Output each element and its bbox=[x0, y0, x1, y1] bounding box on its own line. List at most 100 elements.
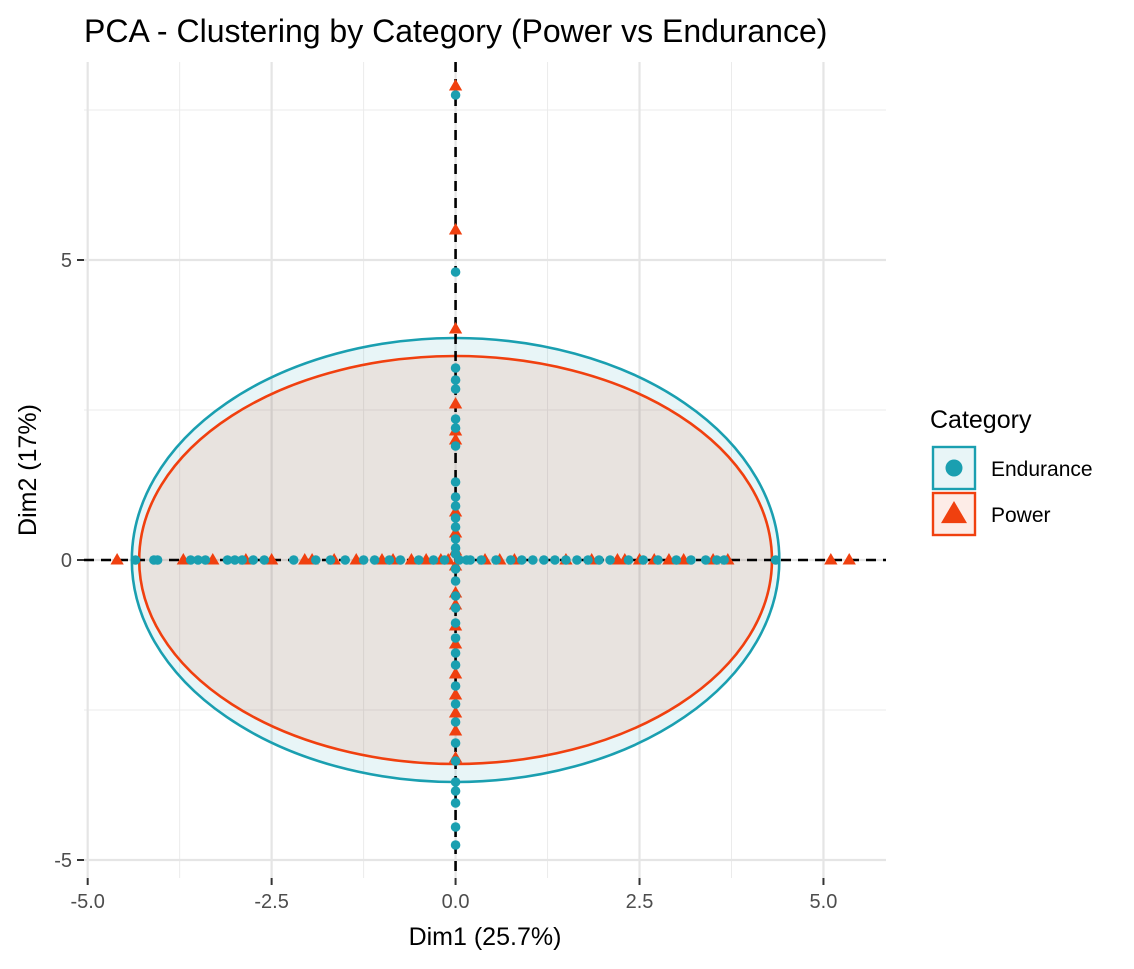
point-endurance bbox=[230, 555, 240, 565]
legend-item-endurance: Endurance bbox=[931, 445, 1093, 491]
point-endurance bbox=[450, 756, 461, 766]
point-endurance bbox=[450, 441, 461, 451]
legend-marker bbox=[945, 459, 963, 477]
x-tick-label: 2.5 bbox=[626, 891, 654, 913]
point-endurance bbox=[384, 555, 395, 565]
point-endurance bbox=[450, 522, 461, 532]
point-endurance bbox=[259, 555, 270, 565]
point-endurance bbox=[450, 576, 461, 586]
point-endurance bbox=[491, 555, 501, 565]
point-endurance bbox=[450, 738, 461, 748]
point-endurance bbox=[450, 648, 461, 658]
point-endurance bbox=[222, 555, 233, 565]
legend-item-power: Power bbox=[931, 491, 1051, 537]
point-endurance bbox=[193, 555, 203, 565]
point-endurance bbox=[450, 777, 461, 787]
point-endurance bbox=[450, 633, 461, 643]
point-endurance bbox=[561, 555, 571, 565]
point-power bbox=[824, 553, 838, 565]
point-power bbox=[448, 397, 463, 409]
point-endurance bbox=[638, 555, 648, 565]
legend-label: Power bbox=[991, 504, 1051, 527]
point-power bbox=[448, 322, 463, 334]
point-endurance bbox=[395, 555, 406, 565]
point-endurance bbox=[450, 267, 461, 277]
point-endurance bbox=[450, 492, 461, 502]
y-tick-label: -5 bbox=[54, 850, 72, 872]
point-endurance bbox=[413, 555, 424, 565]
point-endurance bbox=[450, 90, 461, 100]
point-power bbox=[448, 223, 463, 235]
point-endurance bbox=[450, 591, 461, 601]
point-endurance bbox=[237, 555, 247, 565]
point-endurance bbox=[505, 555, 516, 565]
x-tick-label: 0.0 bbox=[442, 891, 470, 913]
point-endurance bbox=[439, 555, 450, 565]
point-power bbox=[448, 688, 463, 700]
point-endurance bbox=[594, 555, 604, 565]
point-endurance bbox=[450, 681, 461, 691]
point-endurance bbox=[450, 534, 461, 544]
chart-title: PCA - Clustering by Category (Power vs E… bbox=[84, 13, 827, 49]
point-power bbox=[110, 553, 124, 565]
point-endurance bbox=[671, 555, 682, 565]
point-endurance bbox=[450, 423, 461, 433]
point-endurance bbox=[528, 555, 538, 565]
point-endurance bbox=[476, 555, 487, 565]
point-endurance bbox=[450, 549, 461, 559]
point-endurance bbox=[450, 384, 461, 394]
point-endurance bbox=[325, 555, 336, 565]
point-endurance bbox=[358, 555, 369, 565]
x-axis: -5.0 -2.5 0.0 2.5 5.0 bbox=[70, 878, 837, 913]
legend-marker bbox=[941, 501, 967, 524]
data-points bbox=[110, 79, 856, 850]
x-tick-label: 5.0 bbox=[810, 891, 838, 913]
x-axis-label: Dim1 (25.7%) bbox=[409, 923, 562, 951]
point-endurance bbox=[450, 822, 461, 832]
point-endurance bbox=[605, 555, 615, 565]
point-power bbox=[448, 724, 463, 736]
point-endurance bbox=[450, 840, 461, 850]
point-power bbox=[842, 553, 856, 565]
point-endurance bbox=[450, 363, 461, 373]
point-endurance bbox=[583, 555, 593, 565]
point-endurance bbox=[450, 798, 461, 808]
legend-title: Category bbox=[930, 406, 1032, 434]
legend-label: Endurance bbox=[991, 458, 1093, 481]
point-endurance bbox=[623, 555, 634, 565]
point-endurance bbox=[248, 555, 259, 565]
point-power bbox=[448, 706, 463, 718]
point-power bbox=[448, 433, 463, 445]
y-axis: -5 0 5 bbox=[54, 250, 84, 872]
point-endurance bbox=[369, 555, 380, 565]
point-endurance bbox=[539, 555, 549, 565]
point-endurance bbox=[310, 555, 321, 565]
point-endurance bbox=[450, 699, 461, 709]
point-endurance bbox=[200, 555, 211, 565]
point-endurance bbox=[450, 501, 461, 511]
point-endurance bbox=[770, 555, 781, 565]
point-endurance bbox=[450, 513, 461, 523]
point-power bbox=[448, 79, 463, 91]
point-endurance bbox=[686, 555, 696, 565]
point-endurance bbox=[450, 477, 461, 487]
y-axis-label: Dim2 (17%) bbox=[14, 404, 42, 536]
point-endurance bbox=[450, 564, 461, 574]
point-endurance bbox=[550, 555, 560, 565]
point-endurance bbox=[572, 555, 582, 565]
legend: Category Endurance Power bbox=[930, 406, 1093, 537]
point-endurance bbox=[653, 555, 663, 565]
point-endurance bbox=[288, 555, 299, 565]
point-endurance bbox=[719, 555, 729, 565]
point-endurance bbox=[450, 618, 461, 628]
point-endurance bbox=[450, 717, 461, 727]
point-endurance bbox=[711, 555, 722, 565]
point-endurance bbox=[450, 786, 461, 796]
point-endurance bbox=[465, 555, 476, 565]
point-power bbox=[448, 667, 463, 679]
point-endurance bbox=[450, 375, 461, 385]
point-endurance bbox=[340, 555, 351, 565]
point-endurance bbox=[130, 555, 141, 565]
